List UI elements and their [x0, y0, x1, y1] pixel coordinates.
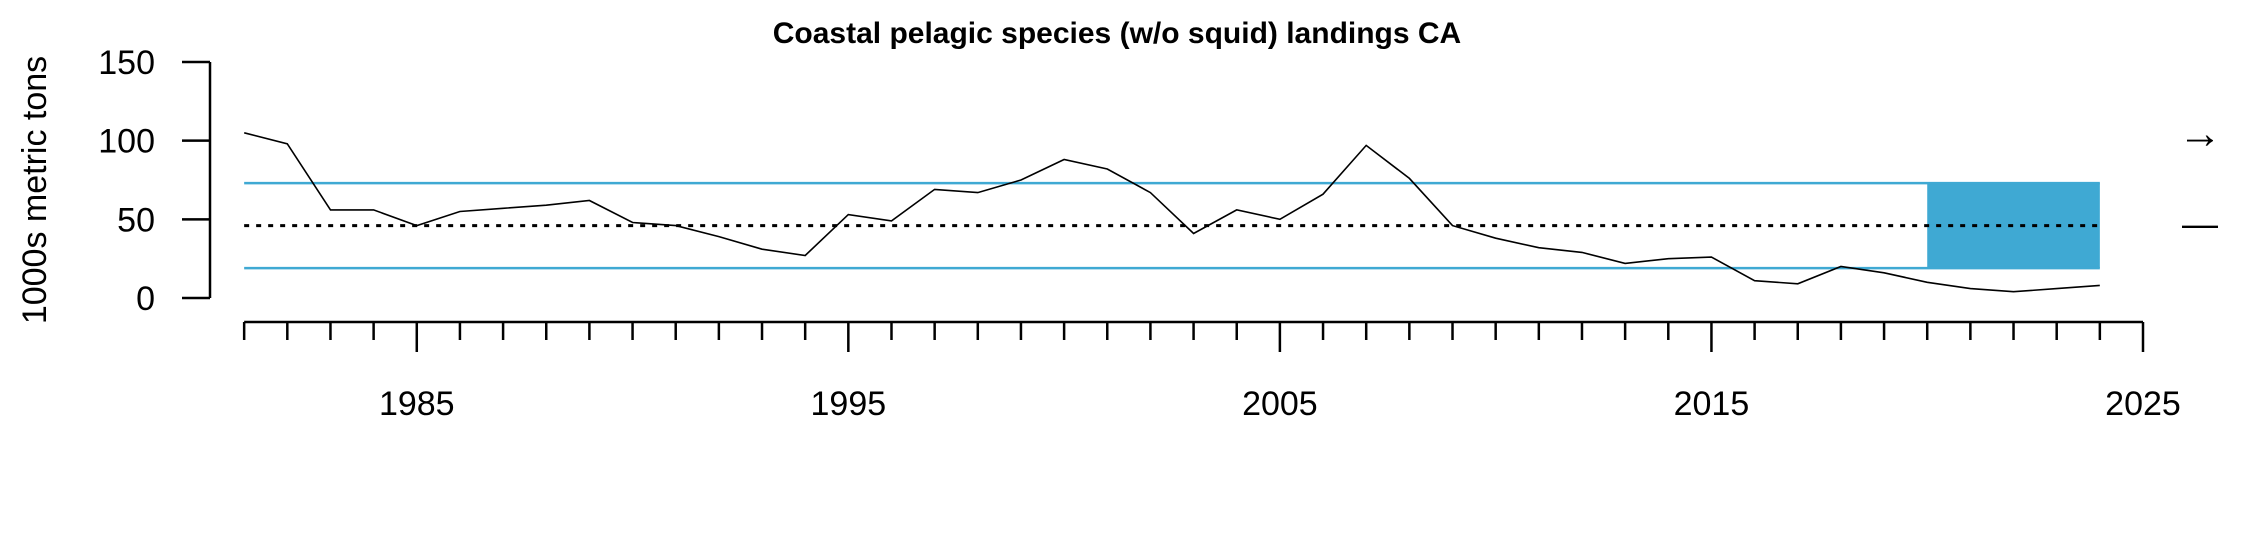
x-tick-label: 2015: [1674, 385, 1750, 423]
y-tick-label: 100: [98, 123, 155, 161]
mean-indicator: —: [2182, 203, 2218, 244]
plot-area: 0 50 100 150 1985 1995 2005 2015 2025: [98, 44, 2181, 423]
trend-arrow-indicator: →: [2178, 109, 2222, 158]
y-tick-label: 0: [136, 280, 155, 318]
y-tick-label: 50: [117, 201, 155, 239]
landings-series-line: [244, 132, 2100, 293]
x-tick-label: 1995: [811, 385, 887, 423]
x-tick-label: 2005: [1242, 385, 1318, 423]
chart-title: Coastal pelagic species (w/o squid) land…: [773, 17, 1461, 50]
y-tick-label: 150: [98, 44, 155, 82]
x-tick-label: 2025: [2105, 385, 2181, 423]
x-tick-label: 1985: [379, 385, 455, 423]
y-axis-label: 1000s metric tons: [16, 56, 54, 324]
